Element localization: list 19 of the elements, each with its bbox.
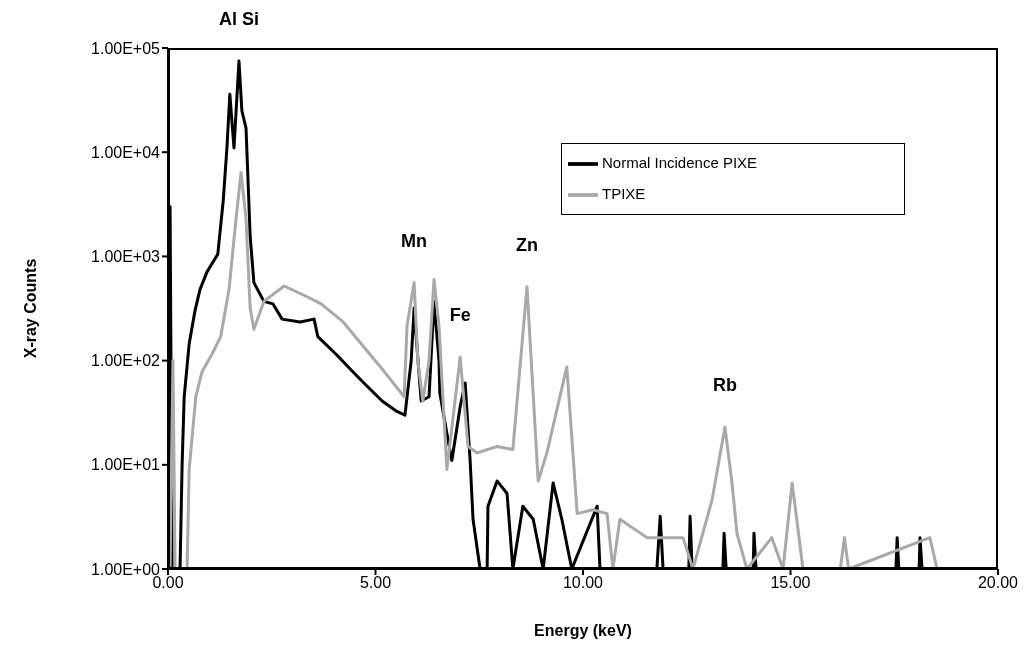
annotation: Al Si (218, 9, 259, 30)
legend-label: Normal Incidence PIXE (602, 154, 758, 171)
y-tick-label: 1.00E+02 (91, 352, 161, 370)
x-tick-label: 20.00 (977, 574, 1019, 592)
x-tick-label: 10.00 (562, 574, 604, 592)
annotation: Zn (515, 234, 538, 255)
y-tick-label: 1.00E+05 (91, 39, 161, 57)
annotation: Fe (449, 305, 471, 326)
x-tick-label: 15.00 (770, 574, 811, 592)
y-tick-label: 1.00E+04 (91, 143, 161, 161)
legend-label: TPIXE (602, 185, 646, 203)
annotation: Rb (712, 375, 737, 396)
y-axis-title: X-ray Counts (21, 258, 39, 359)
y-tick-label: 1.00E+03 (91, 248, 161, 266)
annotation: Mn (401, 230, 428, 251)
x-axis-title: Energy (keV) (534, 622, 632, 639)
x-tick-label: 5.00 (359, 574, 392, 592)
x-tick-label: 0.00 (152, 574, 184, 592)
y-tick-label: 1.00E+01 (91, 456, 161, 474)
